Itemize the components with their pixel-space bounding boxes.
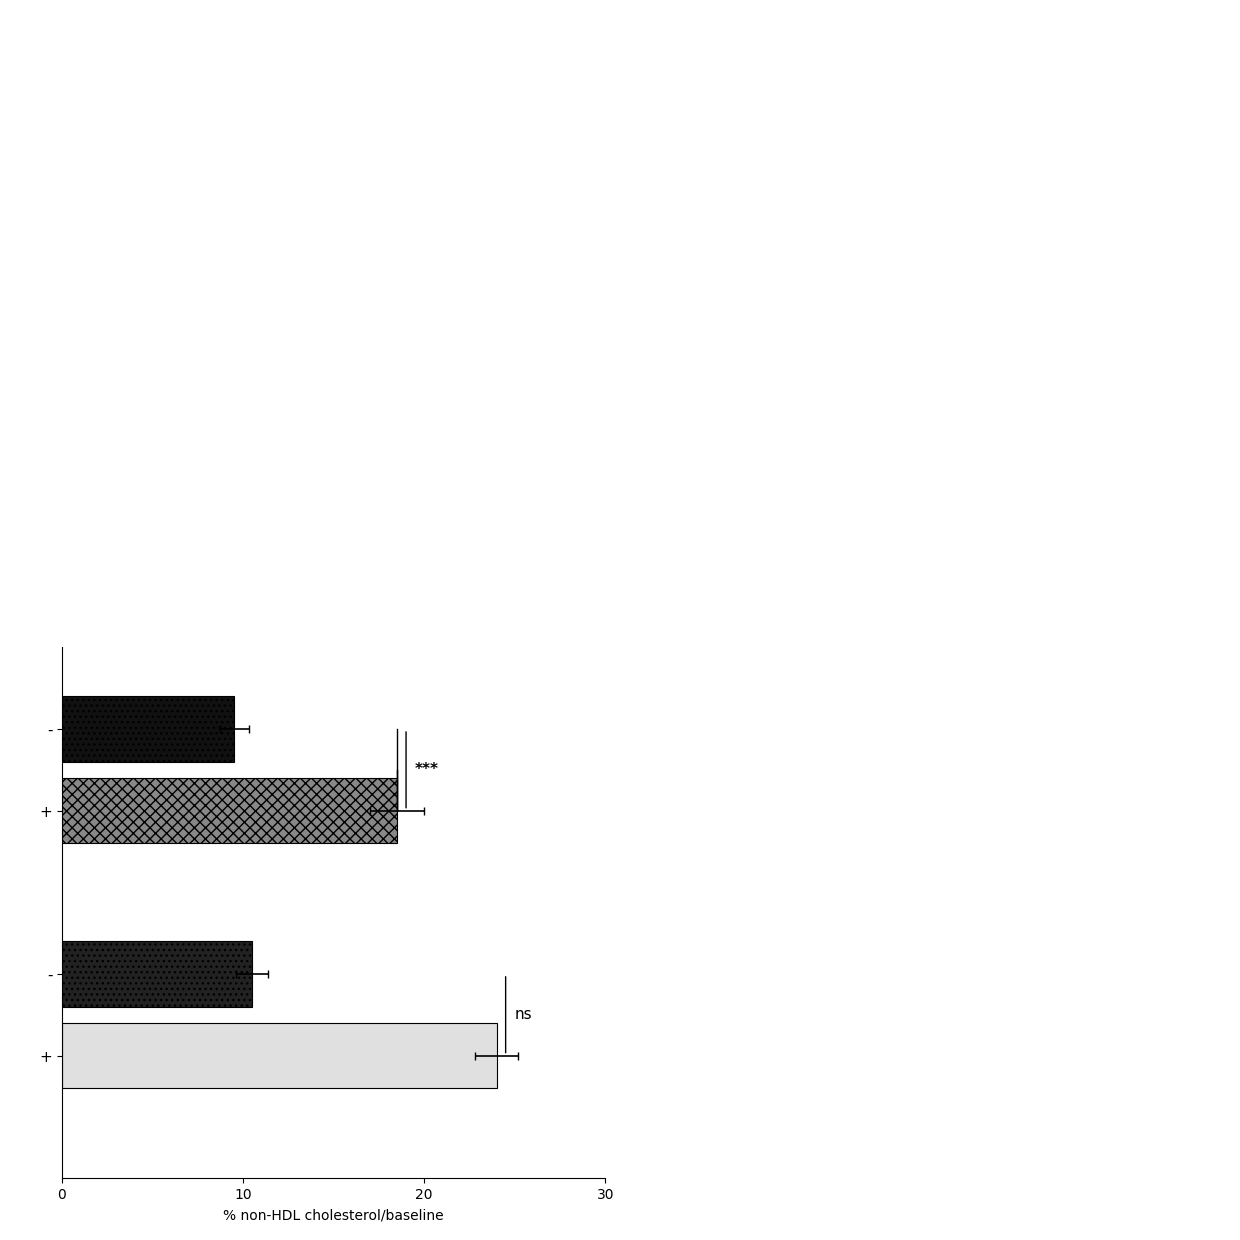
Text: ***: *** [415,763,439,777]
Text: ns: ns [515,1007,532,1022]
X-axis label: % non-HDL cholesterol/baseline: % non-HDL cholesterol/baseline [223,1209,444,1223]
Bar [62,697,234,761]
Bar [62,1023,496,1089]
Bar [62,777,397,843]
Bar [62,941,252,1007]
